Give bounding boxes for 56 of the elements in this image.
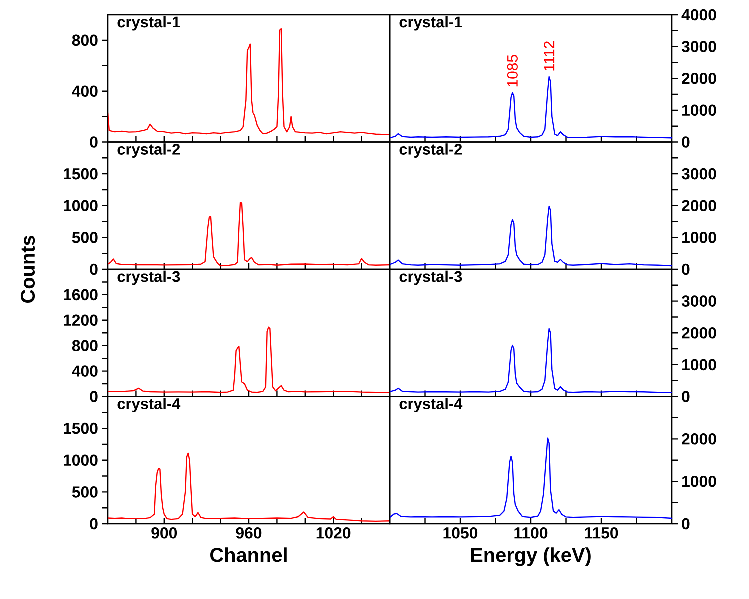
line-series (390, 206, 672, 267)
y-tick-label: 1200 (64, 314, 98, 326)
chart-title: crystal-4 (400, 398, 463, 412)
y-tick-label: 1000 (64, 454, 98, 466)
y-tick-label: 1500 (64, 422, 98, 434)
y-tick-label: 1000 (682, 104, 716, 116)
y-tick-label: 3000 (682, 168, 716, 180)
line-series (108, 452, 390, 522)
y-tick-label: 800 (72, 34, 98, 46)
y-tick-label: 500 (72, 232, 98, 244)
chart-title: crystal-1 (400, 16, 462, 31)
y-tick-label: 1600 (64, 289, 98, 301)
y-tick-label: 0 (90, 264, 98, 276)
x-tick-label: 960 (236, 528, 262, 539)
chart-title: crystal-2 (118, 144, 180, 158)
y-tick-label: 1000 (682, 476, 716, 488)
x-tick-label: 1100 (514, 528, 548, 539)
y-tick-label: 1000 (682, 359, 716, 371)
x-tick-label: 900 (152, 528, 178, 539)
y-tick-label: 0 (682, 264, 690, 276)
y-tick-label: 0 (90, 391, 98, 402)
annotation: 1112 (544, 42, 555, 71)
chart-title: crystal-3 (118, 270, 180, 286)
x-axis-title: Energy (keV) (471, 548, 591, 566)
x-tick-label: 1020 (316, 528, 351, 539)
y-tick-label: 2000 (682, 72, 716, 84)
y-tick-label: 3000 (682, 41, 716, 52)
y-tick-label: 500 (72, 486, 98, 498)
line-series (108, 202, 390, 267)
y-tick-label: 2000 (682, 434, 716, 445)
y-axis-title: Counts (20, 236, 36, 303)
chart-title: crystal-4 (118, 398, 181, 412)
y-tick-label: 2000 (682, 327, 716, 339)
line-series (390, 328, 672, 394)
x-tick-label: 1050 (444, 528, 478, 539)
y-tick-label: 400 (72, 366, 98, 377)
y-tick-label: 1500 (64, 168, 98, 180)
chart-title: crystal-2 (400, 144, 462, 158)
y-tick-label: 0 (90, 136, 98, 148)
y-tick-label: 800 (72, 340, 98, 352)
y-tick-label: 2000 (682, 200, 716, 212)
y-tick-label: 1000 (682, 232, 716, 244)
chart-title: crystal-1 (118, 16, 180, 31)
annotation: 1085 (507, 55, 518, 87)
line-series (108, 326, 390, 394)
y-tick-label: 3000 (682, 296, 716, 307)
chart-title: crystal-3 (400, 270, 462, 286)
x-axis-title: Channel (210, 548, 287, 562)
y-tick-label: 400 (72, 86, 98, 97)
y-tick-label: 0 (682, 518, 690, 530)
y-tick-label: 0 (682, 391, 690, 402)
x-tick-label: 1150 (585, 528, 618, 539)
y-tick-label: 0 (682, 136, 690, 148)
y-tick-label: 1000 (64, 200, 98, 212)
y-tick-label: 0 (90, 518, 98, 530)
y-tick-label: 4000 (682, 9, 716, 21)
